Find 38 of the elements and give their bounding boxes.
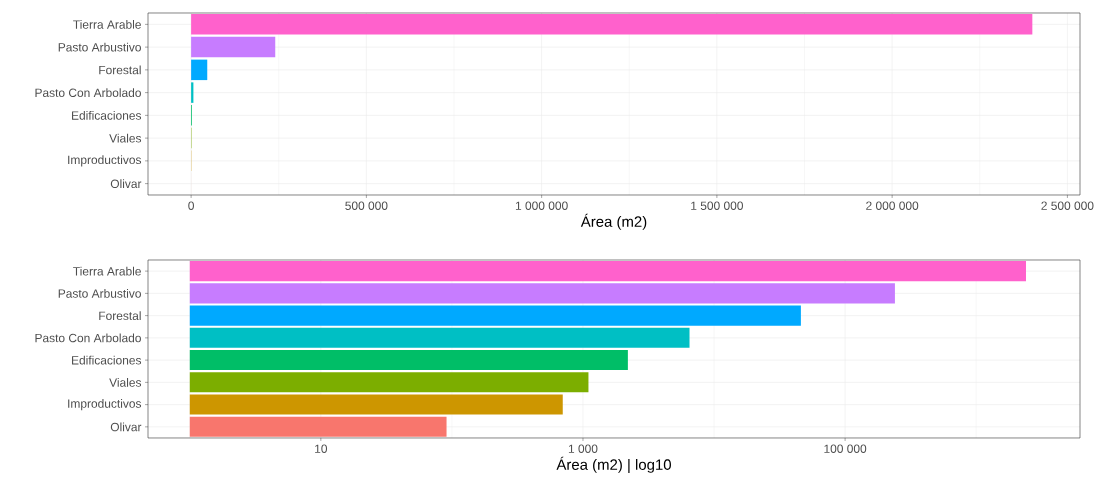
bar [191,14,1033,35]
y-tick-label: Pasto Arbustivo [58,288,141,298]
y-tick-label: Olivar [110,422,142,432]
y-tick-label: Viales [109,133,142,143]
y-tick-label: Tierra Arable [73,266,141,276]
x-tick-label: 0 [188,201,194,210]
y-tick-label: Pasto Con Arbolado [35,333,141,343]
bar [191,59,208,81]
y-tick-label: Forestal [99,65,141,75]
y-tick-label: Viales [109,377,142,387]
y-tick-label: Edificaciones [72,110,142,120]
x-tick-label: 2 000 000 [866,201,919,210]
y-tick-label: Improductivos [68,155,142,167]
bar [189,261,1026,282]
bar [189,327,690,348]
x-tick-label: 100 000 [824,444,867,453]
x-tick-label: 2 500 000 [1041,201,1094,210]
x-tick-label: 1 500 000 [691,201,743,210]
x-axis-title: Área (m2) [580,213,647,230]
y-tick-label: Tierra Arable [73,19,141,29]
y-tick-label: Improductivos [68,399,142,411]
bar [191,36,276,58]
bar [189,350,628,371]
y-tick-label: Pasto Con Arbolado [35,88,141,97]
y-tick-label: Edificaciones [72,355,142,365]
x-axis-title: Área (m2) | log10 [556,456,671,473]
bar [189,394,563,415]
x-tick-label: 1 000 [568,444,598,453]
bar [189,283,895,304]
y-tick-label: Pasto Arbustivo [58,42,141,52]
x-tick-label: 500 000 [345,201,388,210]
bar [189,305,801,326]
bar [189,416,447,437]
y-tick-label: Forestal [99,311,141,320]
x-tick-label: 10 [315,444,328,453]
y-tick-label: Olivar [110,179,142,188]
bar [189,372,589,393]
x-tick-label: 1 000 000 [515,201,568,210]
